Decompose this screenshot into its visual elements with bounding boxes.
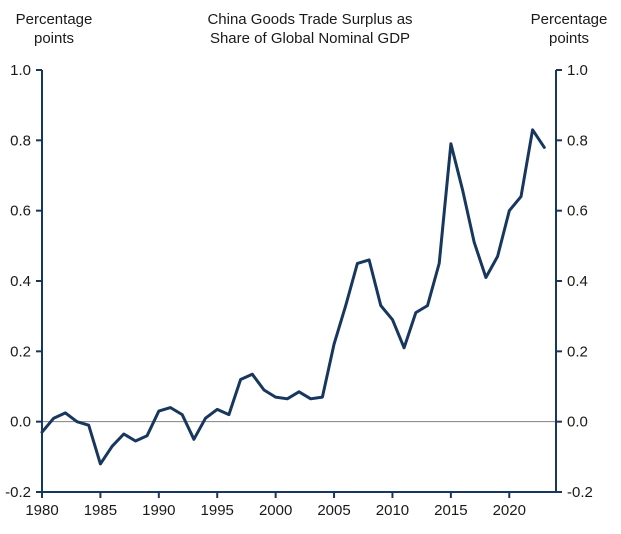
- axes: [41, 70, 557, 493]
- svg-text:2000: 2000: [259, 502, 292, 519]
- right-axis-unit-line2: points: [548, 30, 590, 47]
- svg-text:2020: 2020: [493, 502, 526, 519]
- data-line: [40, 128, 546, 466]
- left-axis-unit-line2: points: [33, 30, 75, 47]
- chart-title: China Goods Trade Surplus as Share of Gl…: [160, 10, 460, 48]
- right-axis-unit-line1: Percentage: [530, 11, 608, 28]
- svg-text:0.2: 0.2: [567, 343, 588, 360]
- svg-text:0.6: 0.6: [10, 203, 31, 220]
- left-axis-unit-label: Percentage points: [8, 10, 100, 48]
- svg-text:1985: 1985: [84, 502, 117, 519]
- svg-text:-0.2: -0.2: [567, 484, 593, 501]
- svg-text:1990: 1990: [142, 502, 175, 519]
- svg-text:1995: 1995: [201, 502, 234, 519]
- svg-text:0.0: 0.0: [567, 414, 588, 431]
- y-axis-labels-right: 1.0 0.8 0.6 0.4 0.2 0.0 -0.2: [567, 62, 593, 501]
- svg-text:0.2: 0.2: [10, 343, 31, 360]
- svg-text:-0.2: -0.2: [5, 484, 31, 501]
- svg-text:0.8: 0.8: [10, 132, 31, 149]
- svg-text:0.6: 0.6: [567, 203, 588, 220]
- svg-text:1.0: 1.0: [10, 62, 31, 79]
- svg-text:1980: 1980: [25, 502, 58, 519]
- svg-text:0.4: 0.4: [567, 273, 588, 290]
- svg-text:2005: 2005: [317, 502, 350, 519]
- svg-text:0.0: 0.0: [10, 414, 31, 431]
- tick-marks: [36, 69, 562, 498]
- svg-text:2010: 2010: [376, 502, 409, 519]
- right-axis-unit-label: Percentage points: [523, 10, 615, 48]
- svg-text:1.0: 1.0: [567, 62, 588, 79]
- chart-title-line1: China Goods Trade Surplus as: [207, 11, 413, 28]
- svg-text:0.8: 0.8: [567, 132, 588, 149]
- left-axis-unit-line1: Percentage: [15, 11, 93, 28]
- svg-text:0.4: 0.4: [10, 273, 31, 290]
- x-axis-labels: 1980 1985 1990 1995 2000 2005 2010 2015 2020: [25, 502, 526, 519]
- chart-title-line2: Share of Global Nominal GDP: [209, 30, 411, 47]
- y-axis-labels-left: 1.0 0.8 0.6 0.4 0.2 0.0 -0.2: [5, 62, 31, 501]
- svg-text:2015: 2015: [434, 502, 467, 519]
